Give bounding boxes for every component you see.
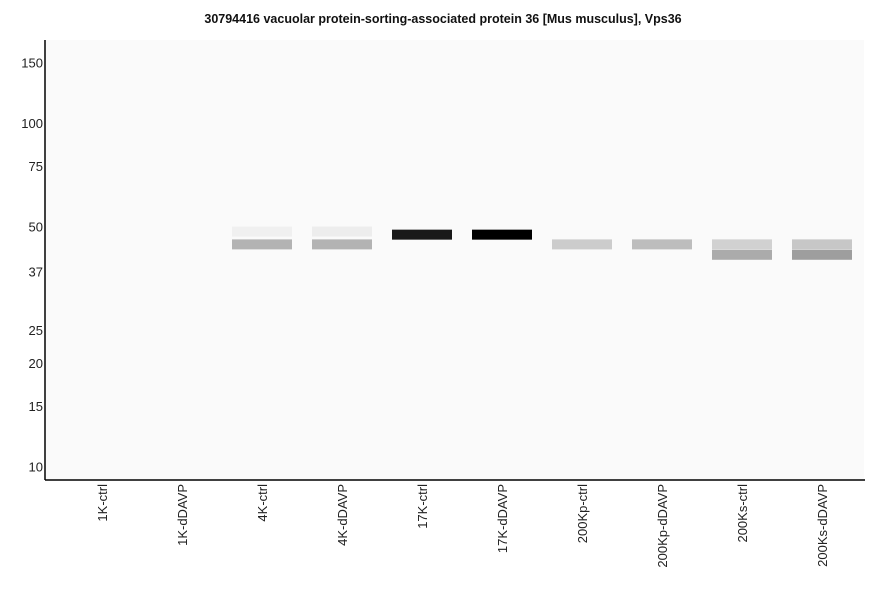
- band: [792, 239, 852, 250]
- y-ticks: 25015010075503725201510: [21, 56, 43, 475]
- band: [472, 229, 532, 240]
- bands-layer: [232, 226, 852, 260]
- band: [232, 226, 292, 237]
- chart-title: 30794416 vacuolar protein-sorting-associ…: [204, 12, 682, 26]
- y-tick-label: 15: [29, 399, 43, 414]
- y-tick-label: 150: [21, 56, 43, 71]
- y-tick-label: 50: [29, 220, 43, 235]
- band: [312, 226, 372, 237]
- band: [632, 239, 692, 250]
- y-tick-label: 10: [29, 460, 43, 475]
- band: [312, 239, 372, 250]
- y-tick-label: 25: [29, 323, 43, 338]
- y-tick-label: 100: [21, 116, 43, 131]
- band: [712, 239, 772, 250]
- band: [232, 239, 292, 250]
- band: [552, 239, 612, 250]
- lane-label: 200Ks-ctrl: [735, 484, 750, 543]
- band: [792, 249, 852, 260]
- band: [712, 249, 772, 260]
- y-tick-label: 75: [29, 159, 43, 174]
- y-tick-label: 20: [29, 356, 43, 371]
- lane-label: 17K-ctrl: [415, 484, 430, 529]
- lane-label: 1K-dDAVP: [175, 484, 190, 546]
- y-tick-label: 37: [29, 264, 43, 279]
- lane-label: 200Kp-dDAVP: [655, 484, 670, 568]
- lane-label: 4K-dDAVP: [335, 484, 350, 546]
- lane-labels: 1K-ctrl 1K-dDAVP 4K-ctrl 4K-dDAVP 17K-ctrl 17…: [95, 484, 830, 568]
- lane-label: 200Kp-ctrl: [575, 484, 590, 543]
- lane-label: 200Ks-dDAVP: [815, 484, 830, 567]
- lane-label: 4K-ctrl: [255, 484, 270, 522]
- band: [392, 229, 452, 240]
- lane-label: 1K-ctrl: [95, 484, 110, 522]
- lane-label: 17K-dDAVP: [495, 484, 510, 553]
